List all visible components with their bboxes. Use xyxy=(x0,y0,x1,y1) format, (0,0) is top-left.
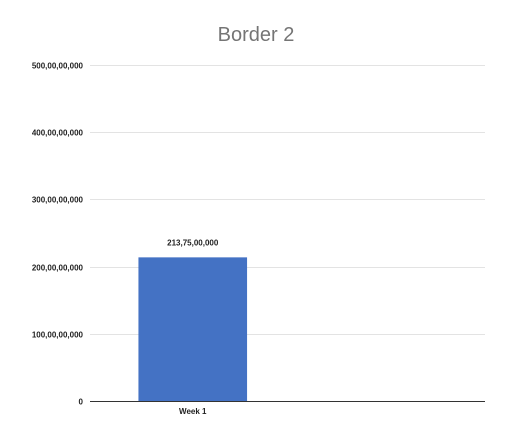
chart-title: Border 2 xyxy=(218,24,295,46)
y-axis-tick-labels: 0 100,00,00,000 200,00,00,000 300,00,00,000… xyxy=(32,62,84,407)
x-tick-label: Week 1 xyxy=(179,407,207,416)
bar xyxy=(138,257,248,401)
x-axis-tick-labels: Week 1 xyxy=(179,407,207,416)
y-tick-label: 300,00,00,000 xyxy=(32,196,84,205)
y-tick-label: 500,00,00,000 xyxy=(32,62,84,71)
y-tick-label: 0 xyxy=(79,398,84,407)
bars xyxy=(138,257,248,401)
y-tick-label: 100,00,00,000 xyxy=(32,331,84,340)
data-labels: 213,75,00,000 xyxy=(167,238,219,247)
bar-data-label: 213,75,00,000 xyxy=(167,238,219,247)
y-tick-label: 400,00,00,000 xyxy=(32,129,84,138)
y-tick-label: 200,00,00,000 xyxy=(32,264,84,273)
